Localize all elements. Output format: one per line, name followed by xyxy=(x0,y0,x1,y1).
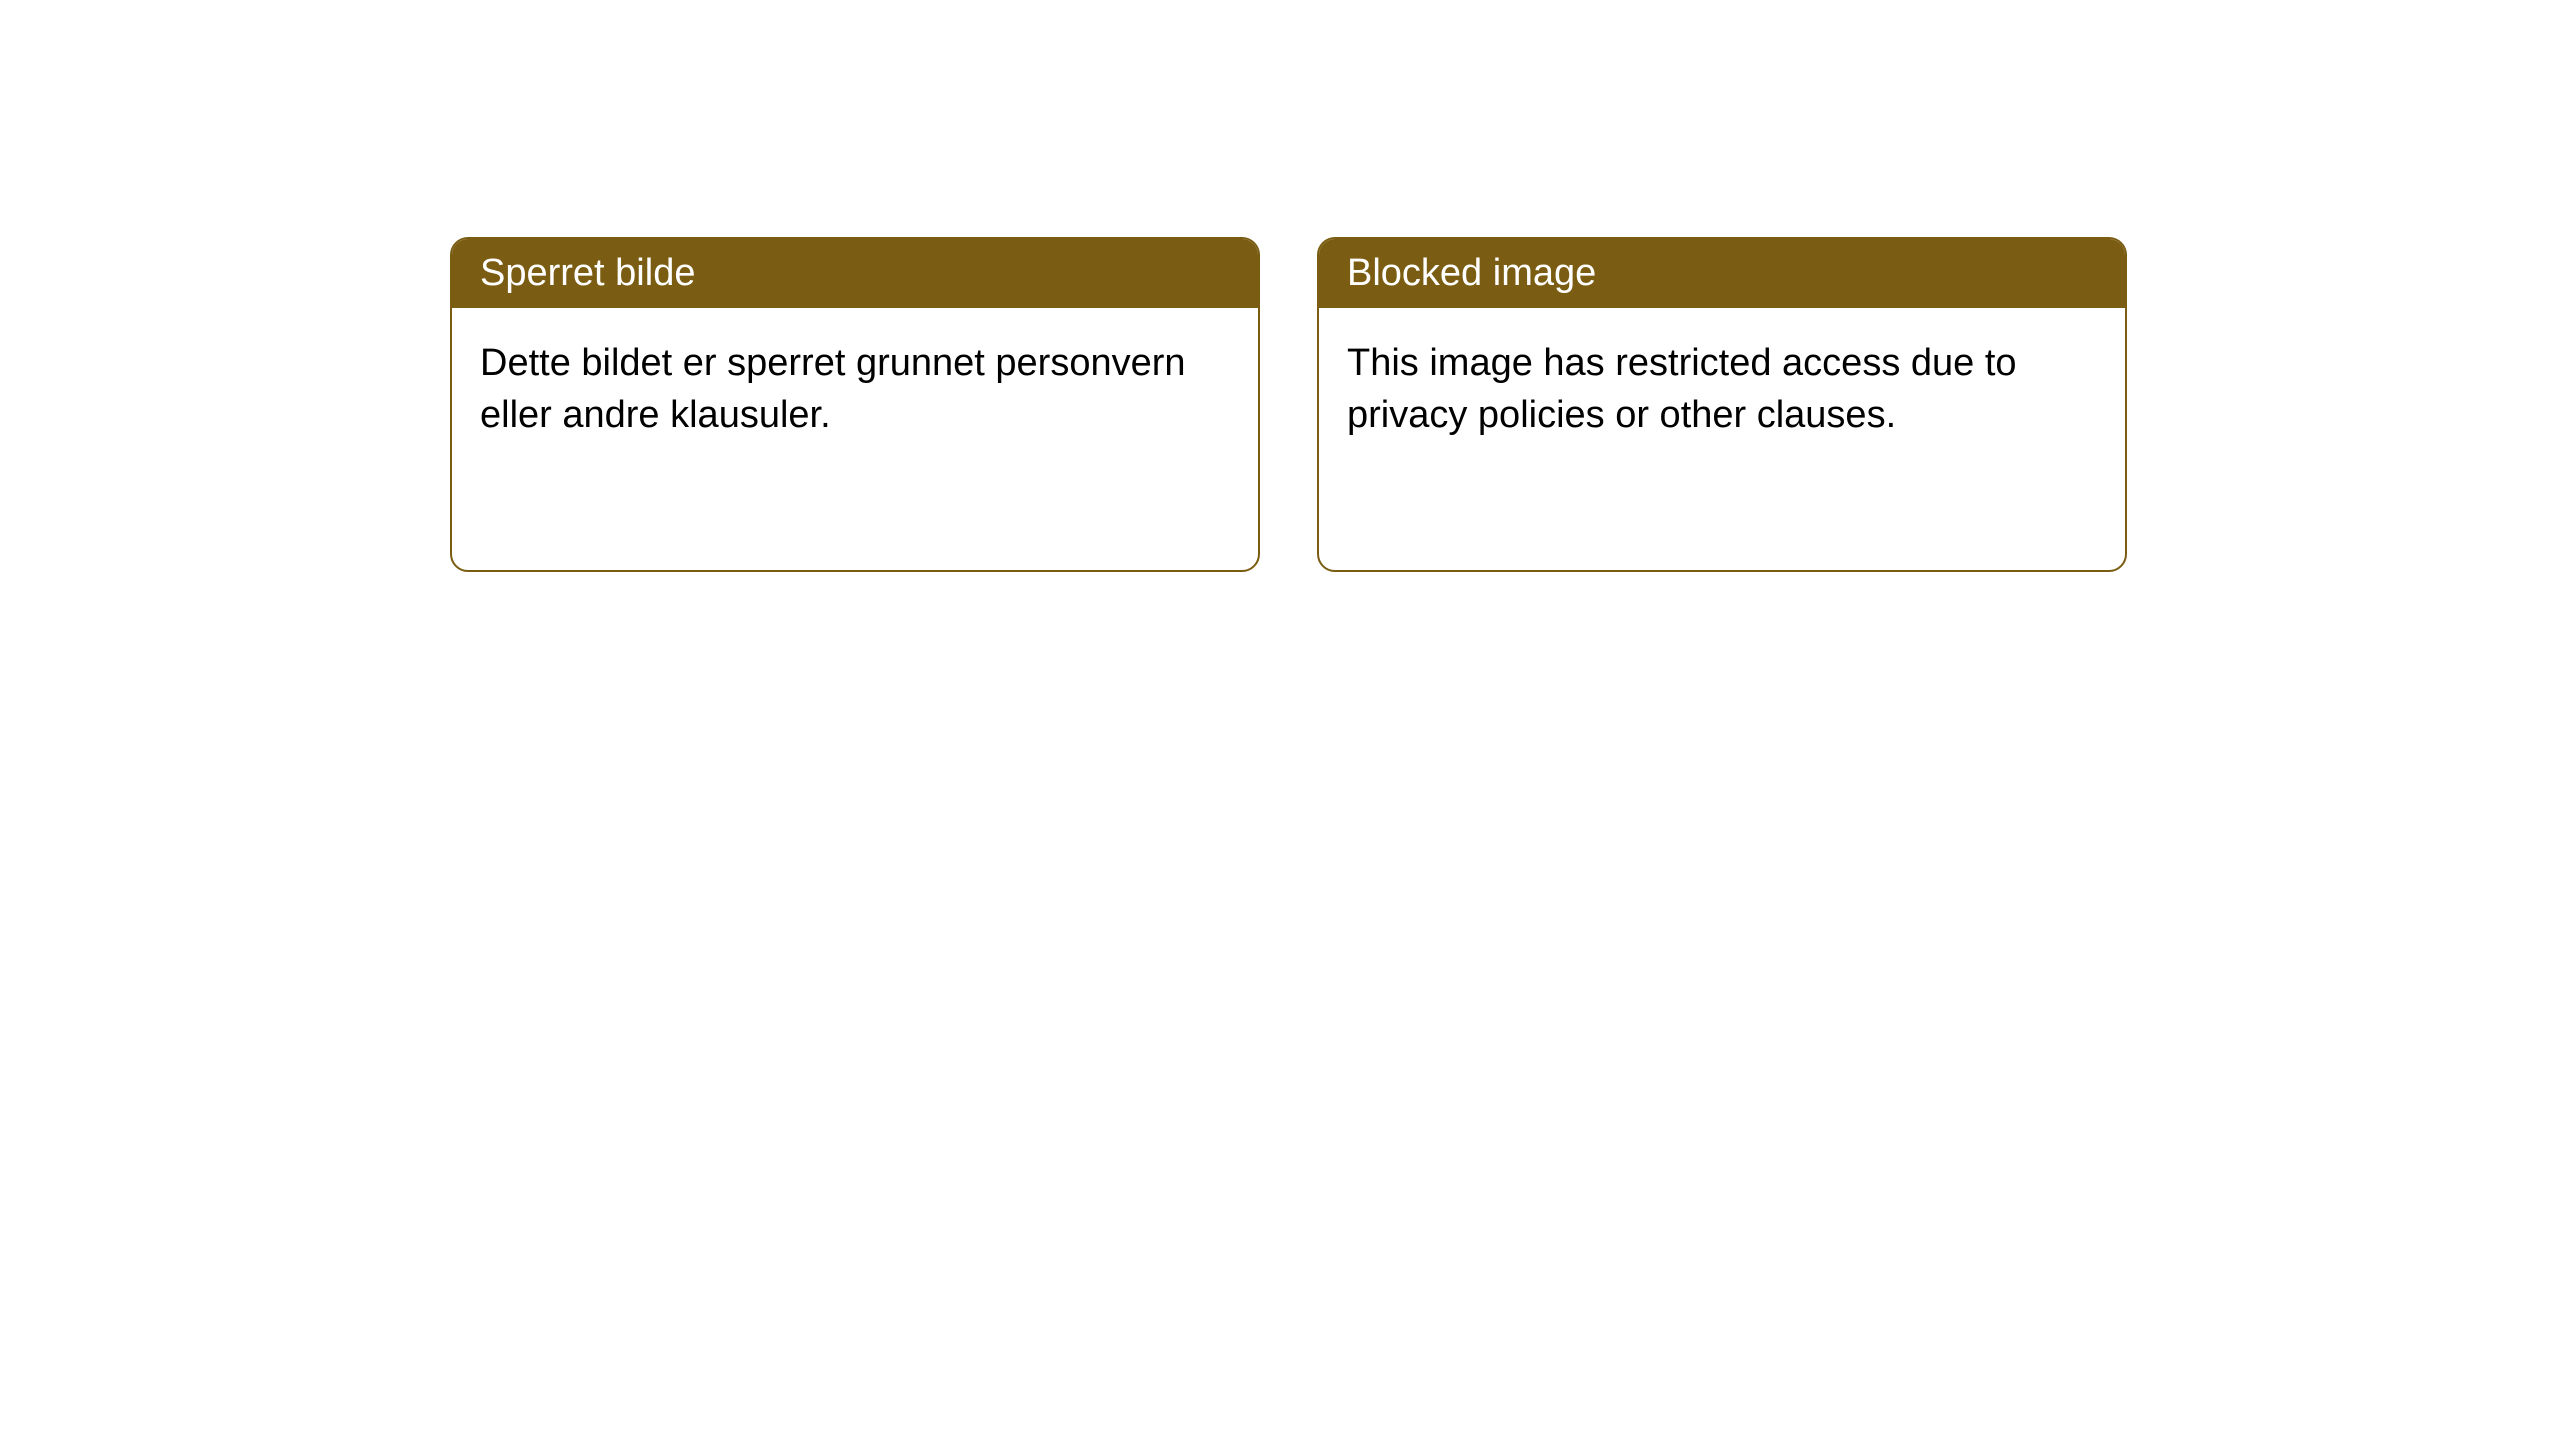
blocked-image-card-en: Blocked image This image has restricted … xyxy=(1317,237,2127,572)
card-header-no: Sperret bilde xyxy=(452,239,1258,308)
card-body-en: This image has restricted access due to … xyxy=(1319,308,2125,471)
card-message-en: This image has restricted access due to … xyxy=(1347,342,2017,435)
blocked-image-cards: Sperret bilde Dette bildet er sperret gr… xyxy=(450,237,2127,572)
card-title-en: Blocked image xyxy=(1347,252,1596,294)
card-message-no: Dette bildet er sperret grunnet personve… xyxy=(480,342,1186,435)
card-body-no: Dette bildet er sperret grunnet personve… xyxy=(452,308,1258,471)
card-header-en: Blocked image xyxy=(1319,239,2125,308)
blocked-image-card-no: Sperret bilde Dette bildet er sperret gr… xyxy=(450,237,1260,572)
card-title-no: Sperret bilde xyxy=(480,252,695,294)
